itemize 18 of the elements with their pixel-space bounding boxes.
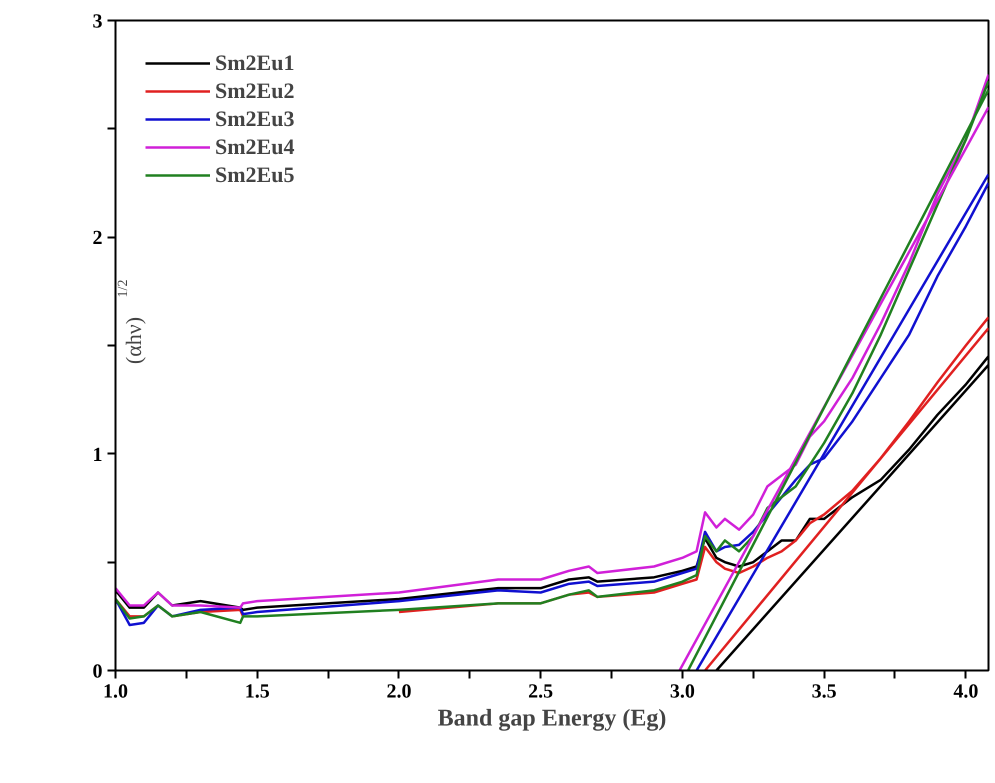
legend-label: Sm2Eu1	[215, 50, 294, 76]
x-axis-title: Band gap Energy (Eg)	[438, 706, 666, 732]
x-tick-label: 3.0	[670, 680, 695, 702]
x-tick-label: 1.0	[103, 680, 128, 702]
x-tick-label: 1.5	[244, 680, 270, 702]
x-tick-label: 3.5	[812, 680, 837, 702]
legend-label: Sm2Eu2	[215, 78, 294, 104]
y-axis-title: (αhν)1/2	[116, 280, 146, 364]
x-tick-label: 4.0	[953, 680, 978, 702]
x-tick-label: 2.0	[386, 680, 412, 702]
y-tick-label: 0	[92, 660, 102, 682]
legend-label: Sm2Eu5	[215, 162, 294, 188]
legend-label: Sm2Eu4	[215, 134, 294, 160]
x-tick-label: 2.5	[528, 680, 554, 702]
y-tick-label: 2	[92, 227, 102, 250]
y-tick-label: 3	[92, 10, 102, 32]
legend-label: Sm2Eu3	[215, 106, 294, 132]
y-tick-label: 1	[92, 444, 102, 466]
